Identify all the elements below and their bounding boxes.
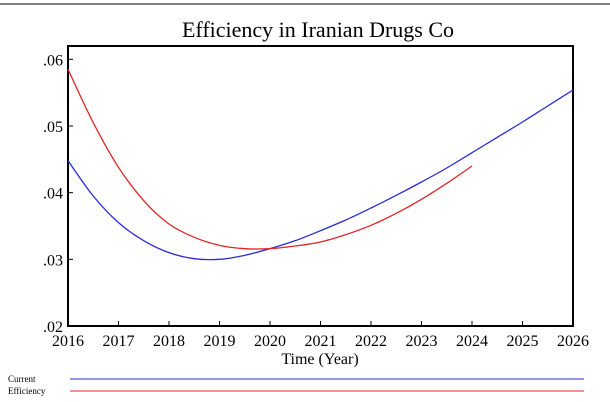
y-tick-label: .02: [43, 319, 63, 336]
x-tick-label: 2019: [204, 333, 236, 350]
series-line-efficiency: [67, 69, 473, 250]
y-tick-label: .06: [43, 52, 63, 69]
chart-title: Efficiency in Iranian Drugs Co: [182, 17, 454, 42]
y-tick-label: .03: [43, 252, 63, 269]
x-tick-label: 2023: [406, 333, 438, 350]
legend-label-efficiency: Efficiency: [8, 386, 46, 396]
y-tick-label: .05: [43, 119, 63, 136]
x-axis-label: Time (Year): [281, 351, 358, 368]
x-tick-label: 2024: [456, 333, 488, 350]
x-tick-label: 2026: [557, 333, 589, 350]
y-tick-label: .04: [43, 186, 63, 203]
legend-label-current: Current: [8, 374, 36, 384]
y-axis-ticks: .02 .03 .04 .05 .06: [43, 52, 73, 336]
legend: Current Efficiency: [8, 374, 584, 396]
x-tick-label: 2025: [507, 333, 539, 350]
x-tick-label: 2018: [153, 333, 185, 350]
x-tick-label: 2021: [305, 333, 337, 350]
plot-frame: [67, 45, 574, 327]
series-line-current: [67, 89, 574, 261]
x-axis-ticks: 2016 2017 2018 2019 2020 2021 2022 2023 2024 2025…: [52, 321, 589, 350]
x-tick-label: 2022: [355, 333, 387, 350]
series-layer: [67, 69, 574, 261]
x-tick-label: 2017: [103, 333, 135, 350]
x-tick-label: 2020: [254, 333, 286, 350]
x-tick-label: 2016: [52, 333, 84, 350]
